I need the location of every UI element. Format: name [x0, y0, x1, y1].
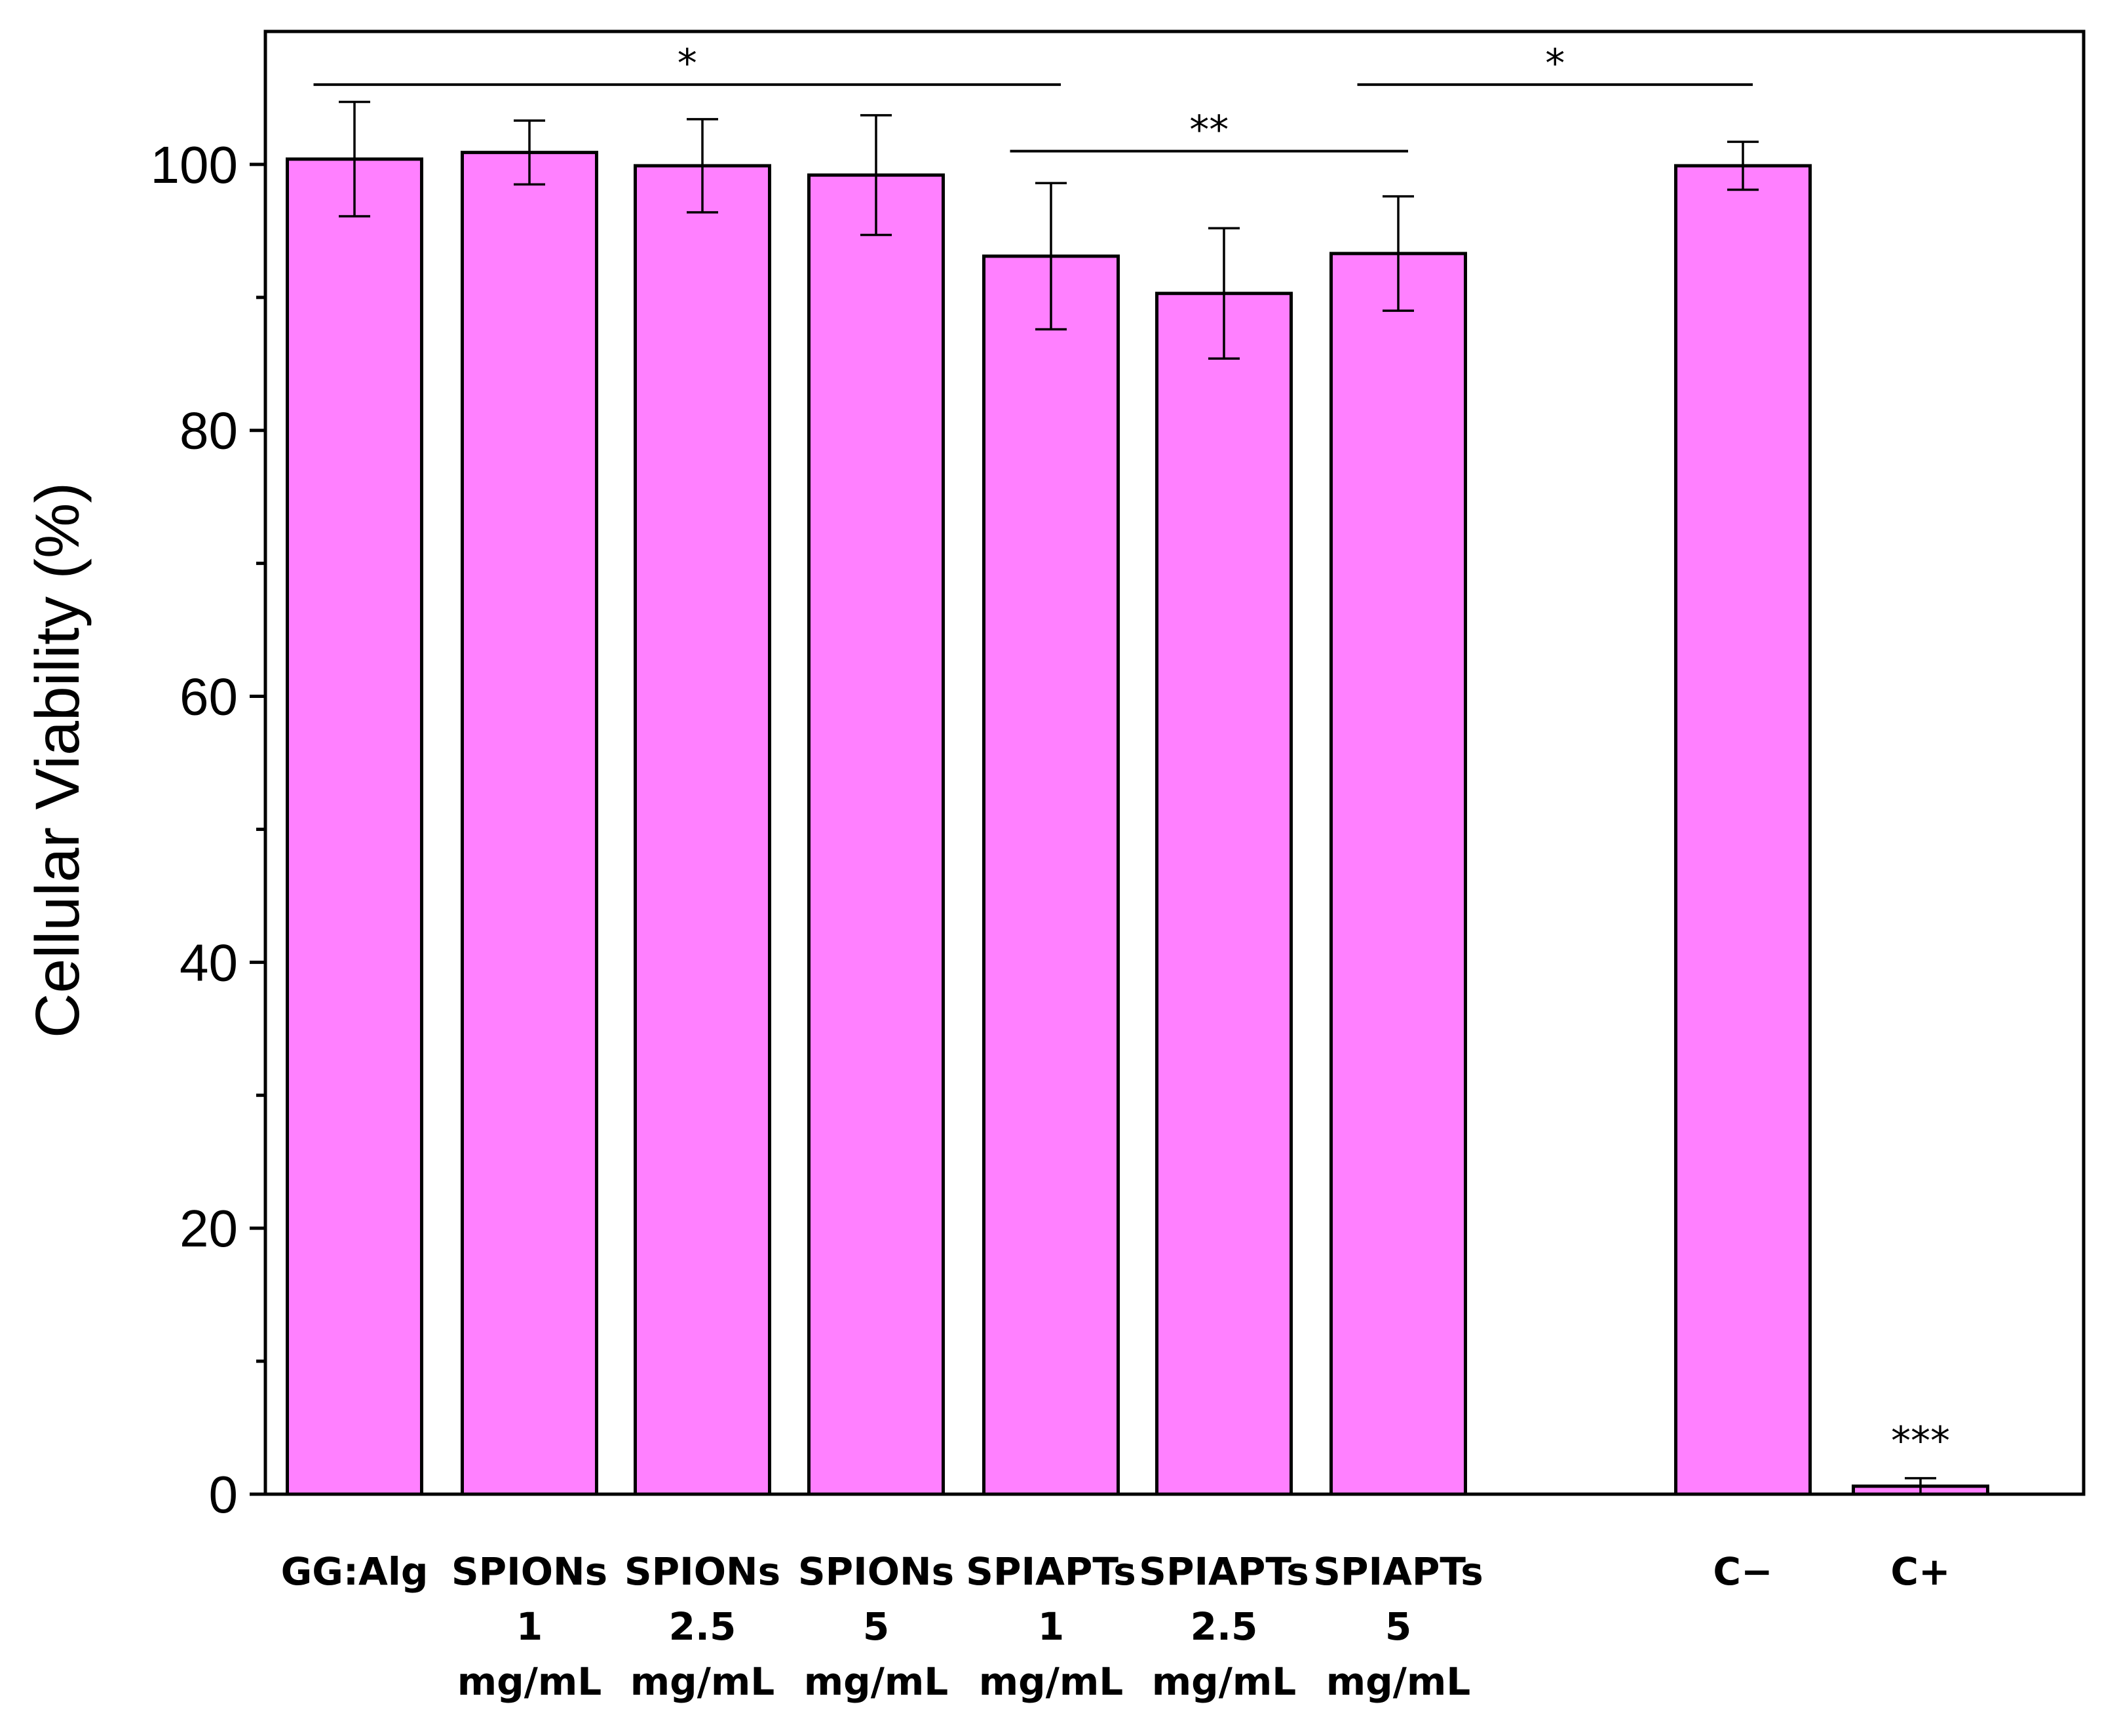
- x-category-label: C−: [1713, 1549, 1772, 1594]
- error-bars-group: [339, 100, 1936, 1495]
- bar: [1674, 164, 1812, 1496]
- x-category-label: GG:Alg: [281, 1549, 429, 1594]
- y-tick-label: 0: [209, 1465, 239, 1524]
- significance-group: *******: [313, 41, 1950, 1464]
- significance-label: *: [678, 41, 697, 87]
- y-tick-label: 60: [180, 668, 238, 726]
- bar: [1329, 252, 1467, 1496]
- x-category-label: SPIAPTs 1 mg/mL: [966, 1549, 1136, 1704]
- x-category-label: C+: [1890, 1549, 1950, 1594]
- y-axis-title: Cellular Viability (%): [23, 482, 92, 1038]
- bars-group: [286, 151, 1989, 1496]
- bar: [982, 254, 1120, 1496]
- y-ticks-group: 0 20 40 60 80 100: [151, 136, 265, 1524]
- y-tick-label: 20: [180, 1199, 238, 1258]
- y-tick-label: 100: [151, 136, 238, 194]
- x-category-label: SPIONs 1 mg/mL: [451, 1549, 607, 1704]
- bar: [634, 164, 771, 1496]
- x-category-label: SPIONs 5 mg/mL: [798, 1549, 954, 1704]
- significance-label: *: [1545, 41, 1565, 87]
- significance-label: ***: [1891, 1418, 1950, 1464]
- x-category-label: SPIAPTs 5 mg/mL: [1313, 1549, 1483, 1704]
- bar: [286, 157, 423, 1496]
- y-tick-label: 40: [180, 933, 238, 992]
- x-category-label: SPIONs 2.5 mg/mL: [624, 1549, 780, 1704]
- x-category-label: SPIAPTs 2.5 mg/mL: [1139, 1549, 1309, 1704]
- bar: [807, 173, 945, 1496]
- significance-label: **: [1189, 107, 1229, 153]
- bar: [1155, 292, 1293, 1496]
- bar: [461, 151, 598, 1496]
- y-tick-label: 80: [180, 402, 238, 460]
